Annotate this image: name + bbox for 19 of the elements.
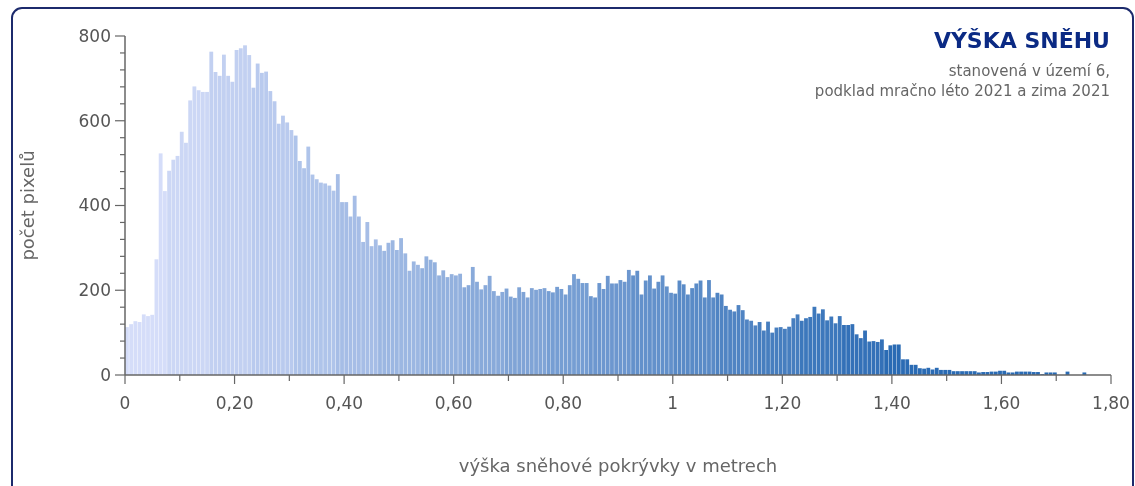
chart-title: VÝŠKA SNĚHU (933, 28, 1110, 53)
x-tick-label: 1,40 (872, 393, 911, 413)
y-tick-label: 400 (78, 195, 111, 216)
y-tick-label: 600 (78, 110, 111, 131)
y-tick-label: 0 (100, 364, 111, 385)
text: stanovená v území 6, podklad mračno léto 2021 a zima 2021 (814, 62, 1110, 100)
x-tick-label: 0,80 (544, 393, 583, 413)
x-axis-title: výška sněhové pokrývky v metrech (458, 455, 778, 476)
x-tick-label: 1,60 (982, 393, 1021, 413)
y-tick-label: 200 (78, 280, 111, 301)
x-tick-label: 0,40 (325, 393, 364, 413)
x-tick-label: 0,60 (434, 393, 473, 413)
y-tick-label: 800 (78, 25, 111, 46)
x-tick-label: 0 (119, 393, 131, 413)
x-tick-label: 1,80 (1092, 393, 1130, 413)
x-tick-label: 1 (667, 393, 679, 413)
x-tick-label: 0,20 (215, 393, 254, 413)
y-axis-title: počet pixelů (17, 150, 38, 261)
x-tick-label: 1,20 (763, 393, 802, 413)
